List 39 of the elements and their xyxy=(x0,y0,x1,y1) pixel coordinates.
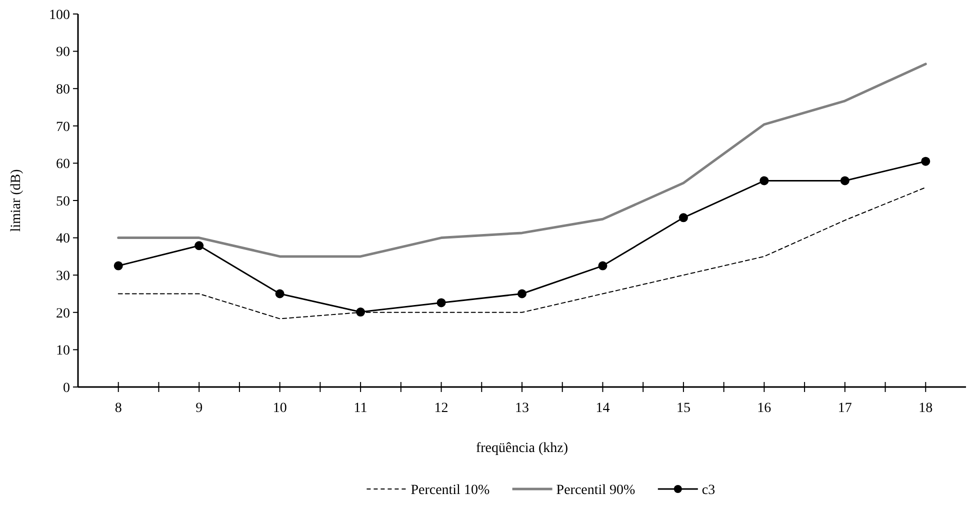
legend-label: Percentil 90% xyxy=(556,482,636,498)
y-tick-label: 30 xyxy=(56,269,70,284)
x-tick-label: 9 xyxy=(196,401,203,416)
x-tick-label: 17 xyxy=(838,401,852,416)
x-tick-label: 15 xyxy=(676,401,690,416)
x-tick-label: 16 xyxy=(757,401,772,416)
y-tick-label: 60 xyxy=(56,157,70,172)
x-axis-title: freqüência (khz) xyxy=(476,441,568,456)
point xyxy=(921,156,930,166)
y-tick-label: 10 xyxy=(56,344,70,359)
line-series xyxy=(117,62,927,258)
point xyxy=(678,213,688,222)
y-tick-label: 90 xyxy=(56,45,70,60)
x-tick-label: 8 xyxy=(114,401,122,416)
y-tick-label: 70 xyxy=(56,120,70,135)
x-tick-label: 18 xyxy=(918,401,933,416)
y-tick-label: 100 xyxy=(49,8,70,23)
point xyxy=(598,261,608,270)
x-tick-label: 12 xyxy=(434,401,448,416)
y-tick-label: 20 xyxy=(56,306,70,322)
point xyxy=(760,176,769,186)
x-tick-label: 13 xyxy=(515,401,529,416)
point xyxy=(275,289,284,298)
x-tick-label: 10 xyxy=(272,401,287,416)
y-tick-label: 80 xyxy=(56,82,70,98)
point xyxy=(436,298,446,308)
y-axis-title: limiar (dB) xyxy=(9,168,24,232)
point xyxy=(518,289,526,298)
point xyxy=(194,241,204,250)
y-tick-label: 40 xyxy=(56,232,70,247)
y-tick-label: 0 xyxy=(63,380,70,396)
point xyxy=(356,308,366,317)
legend-label: Percentil 10% xyxy=(410,482,490,498)
point xyxy=(114,261,123,270)
legend-label: c3 xyxy=(702,482,716,498)
x-tick-label: 14 xyxy=(596,401,610,416)
x-tick-label: 11 xyxy=(354,401,368,416)
y-tick-label: 50 xyxy=(56,194,70,210)
point xyxy=(840,176,850,186)
